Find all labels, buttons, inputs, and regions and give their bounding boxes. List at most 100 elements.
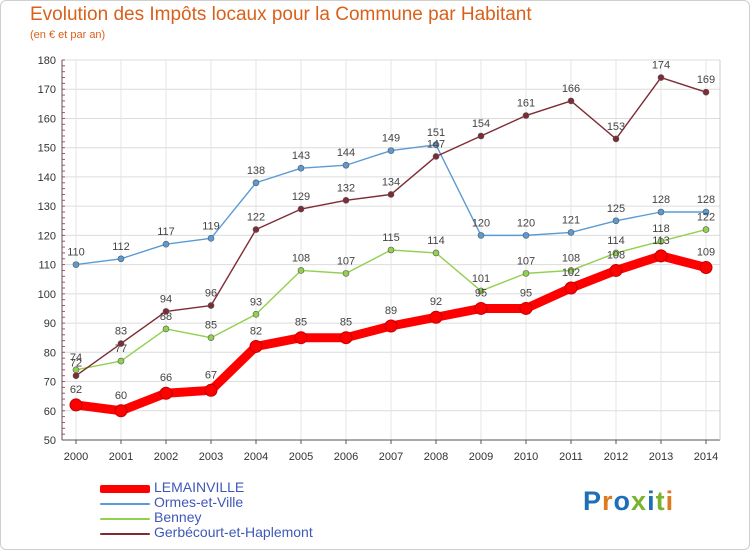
proxiti-logo[interactable]: Proxiti [583,486,674,517]
legend-item-benney[interactable]: Benney [100,509,420,526]
data-label-gerbecourt-et-haplemont: 169 [697,74,715,86]
data-label-benney: 85 [205,320,217,332]
y-tick-label: 90 [44,318,56,330]
data-point-gerbecourt-et-haplemont [522,112,530,119]
data-label-gerbecourt-et-haplemont: 153 [607,121,625,133]
data-label-lemainville: 113 [652,235,670,247]
legend-item-ormes-et-ville[interactable]: Ormes-et-Ville [100,494,420,511]
data-label-lemainville: 109 [697,247,715,259]
data-point-lemainville [654,249,668,263]
data-point-gerbecourt-et-haplemont [207,302,215,309]
data-label-gerbecourt-et-haplemont: 166 [562,83,580,95]
x-tick-label: 2007 [379,451,403,463]
y-tick-label: 150 [38,143,56,155]
data-point-lemainville [294,331,308,345]
data-label-lemainville: 85 [295,317,307,329]
x-tick-label: 2005 [289,451,313,463]
data-label-ormes-et-ville: 144 [337,147,355,159]
data-point-benney [297,267,305,274]
data-label-lemainville: 62 [70,384,82,396]
legend-item-gerbecourt-et-haplemont[interactable]: Gerbécourt-et-Haplemont [100,524,420,541]
data-point-gerbecourt-et-haplemont [297,205,305,213]
data-point-ormes-et-ville [657,208,665,216]
y-tick-label: 170 [38,84,56,96]
logo-letter: i [647,486,656,516]
data-label-gerbecourt-et-haplemont: 96 [205,288,217,300]
y-tick-label: 60 [44,406,56,418]
data-label-ormes-et-ville: 117 [157,226,175,238]
x-tick-label: 2010 [514,451,538,463]
data-label-gerbecourt-et-haplemont: 132 [337,182,355,194]
data-point-ormes-et-ville [612,217,620,225]
x-tick-label: 2004 [244,451,268,463]
data-label-benney: 114 [607,235,625,247]
data-point-lemainville [69,398,83,412]
data-label-gerbecourt-et-haplemont: 174 [652,60,670,72]
data-label-lemainville: 82 [250,325,262,337]
data-point-ormes-et-ville [387,147,395,154]
chart-title: Evolution des Impôts locaux pour la Comm… [30,4,532,25]
data-label-ormes-et-ville: 151 [427,127,445,139]
data-label-lemainville: 108 [607,249,625,261]
data-label-gerbecourt-et-haplemont: 154 [472,118,490,130]
y-tick-label: 180 [38,55,56,67]
data-label-benney: 122 [697,212,715,224]
data-label-gerbecourt-et-haplemont: 134 [382,176,400,188]
logo-letter: r [602,486,614,516]
y-tick-label: 50 [44,435,56,447]
y-tick-label: 100 [38,289,56,301]
data-point-benney [387,246,395,254]
data-label-lemainville: 95 [475,287,487,299]
data-point-gerbecourt-et-haplemont [72,372,80,379]
data-point-lemainville [384,319,398,333]
data-point-lemainville [519,301,533,315]
y-tick-label: 130 [38,201,56,213]
data-point-gerbecourt-et-haplemont [612,135,620,143]
x-tick-label: 2012 [604,451,628,463]
x-tick-label: 2003 [199,451,223,463]
data-point-ormes-et-ville [432,141,440,149]
y-tick-label: 110 [38,260,56,272]
data-point-lemainville [429,310,443,324]
data-point-ormes-et-ville [72,261,80,268]
data-point-ormes-et-ville [522,232,530,239]
data-point-ormes-et-ville [297,164,305,172]
logo-letter: x [631,486,648,516]
legend-label-lemainville: LEMAINVILLE [154,479,245,495]
data-point-ormes-et-ville [207,235,215,242]
data-point-lemainville [609,263,623,277]
data-point-ormes-et-ville [117,255,125,263]
chart-legend: LEMAINVILLE Ormes-et-Ville Benney Gerbéc… [100,479,420,541]
data-point-benney [117,357,125,365]
chart-subtitle: (en € et par an) [30,29,106,41]
data-point-gerbecourt-et-haplemont [162,308,170,315]
x-tick-label: 2001 [109,451,133,463]
data-label-benney: 108 [562,252,580,264]
data-label-lemainville: 85 [340,317,352,329]
data-point-gerbecourt-et-haplemont [567,97,575,105]
legend-swatch-benney [100,518,150,520]
data-label-ormes-et-ville: 149 [382,133,400,145]
data-point-gerbecourt-et-haplemont [477,132,485,140]
data-point-lemainville [114,404,128,418]
logo-letter: o [613,486,632,516]
data-point-gerbecourt-et-haplemont [387,191,395,198]
data-label-ormes-et-ville: 120 [517,217,535,229]
data-point-ormes-et-ville [477,232,485,239]
data-point-lemainville [159,386,173,400]
x-tick-label: 2013 [649,451,673,463]
legend-item-lemainville[interactable]: LEMAINVILLE [100,479,420,496]
data-label-gerbecourt-et-haplemont: 161 [517,98,535,110]
data-label-lemainville: 92 [430,296,442,308]
data-point-ormes-et-ville [162,240,170,248]
data-label-benney: 118 [652,223,670,235]
data-point-lemainville [699,261,713,275]
data-point-ormes-et-ville [567,229,575,236]
y-tick-label: 80 [44,347,56,359]
data-label-benney: 114 [427,235,445,247]
data-point-benney [657,237,665,245]
data-label-ormes-et-ville: 119 [202,220,220,232]
x-tick-label: 2014 [694,451,718,463]
data-point-benney [207,334,215,341]
